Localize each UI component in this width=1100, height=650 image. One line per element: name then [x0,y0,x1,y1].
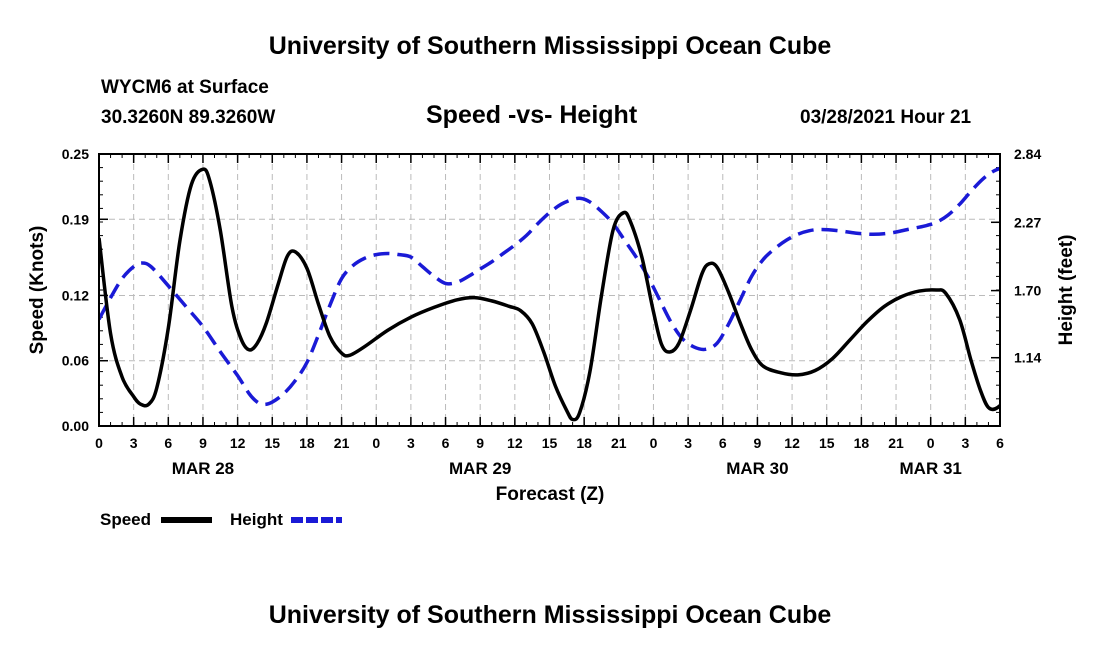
x-tick-label: 6 [442,435,450,451]
x-day-label: MAR 28 [172,459,234,478]
y-tick-label-right: 2.27 [1014,214,1041,230]
x-tick-label: 3 [961,435,969,451]
y-tick-label-left: 0.06 [62,353,89,369]
y-axis-left-ticks: 0.00 0.06 0.12 0.19 0.25 [62,146,108,434]
x-tick-label: 0 [95,435,103,451]
x-axis-day-labels: MAR 28 MAR 29 MAR 30 MAR 31 [172,459,962,478]
x-tick-label: 0 [372,435,380,451]
x-tick-label: 18 [854,435,870,451]
x-axis-label: Forecast (Z) [496,484,605,505]
x-tick-label: 12 [507,435,523,451]
x-axis-ticks: 0 3 6 9 12 15 18 21 0 3 6 9 12 15 18 21 0 3 6 9 12 15 18 21 0 3 6 [95,154,1004,451]
x-tick-label: 3 [130,435,138,451]
y-tick-label-right: 1.14 [1014,350,1041,366]
x-tick-label: 3 [684,435,692,451]
x-tick-label: 9 [754,435,762,451]
chart-title-bottom: University of Southern Mississippi Ocean… [268,601,832,629]
x-tick-label: 9 [199,435,207,451]
series-height-line [99,166,1000,407]
x-tick-label: 9 [476,435,484,451]
y-tick-label-left: 0.19 [62,211,89,227]
y-tick-label-right: 1.70 [1014,283,1041,299]
x-tick-label: 6 [719,435,727,451]
y-tick-label-left: 0.25 [62,146,89,162]
y-axis-left-label: Speed (Knots) [27,226,48,355]
x-day-label: MAR 29 [449,459,511,478]
x-day-label: MAR 31 [900,459,962,478]
station-label: WYCM6 at Surface [101,77,269,98]
x-tick-label: 18 [576,435,592,451]
x-tick-label: 0 [650,435,658,451]
x-tick-label: 15 [819,435,835,451]
y-tick-label-left: 0.00 [62,418,89,434]
x-tick-label: 12 [784,435,800,451]
x-tick-label: 15 [542,435,558,451]
x-tick-label: 21 [611,435,627,451]
legend: Speed Height [100,510,342,529]
plot-title: Speed -vs- Height [426,101,638,129]
x-tick-label: 0 [927,435,935,451]
grid [99,154,1000,426]
x-tick-label: 6 [996,435,1004,451]
chart-title-top: University of Southern Mississippi Ocean… [268,32,832,60]
x-tick-label: 18 [299,435,315,451]
forecast-timestamp: 03/28/2021 Hour 21 [800,107,972,128]
x-tick-label: 15 [264,435,280,451]
x-tick-label: 6 [164,435,172,451]
x-tick-label: 21 [888,435,904,451]
x-tick-label: 21 [334,435,350,451]
x-tick-label: 3 [407,435,415,451]
y-axis-right-ticks: 1.14 1.70 2.27 2.84 [991,146,1041,366]
legend-speed-label: Speed [100,510,151,529]
y-tick-label-left: 0.12 [62,287,89,303]
y-tick-label-right: 2.84 [1014,146,1041,162]
station-coordinates: 30.3260N 89.3260W [101,107,276,128]
x-day-label: MAR 30 [726,459,788,478]
legend-height-label: Height [230,510,283,529]
y-axis-right-label: Height (feet) [1056,235,1077,346]
x-tick-label: 12 [230,435,246,451]
series-speed-line [99,167,1000,422]
